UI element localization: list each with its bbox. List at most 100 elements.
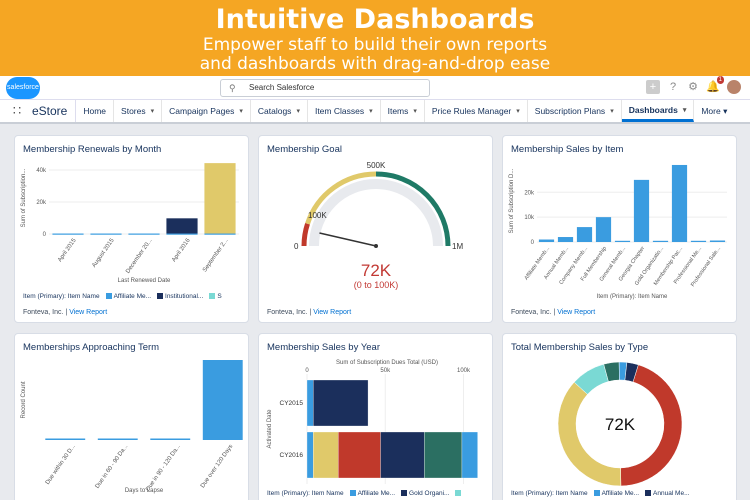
- gauge-min-label: 0: [294, 242, 299, 251]
- help-icon[interactable]: ?: [669, 81, 677, 93]
- banner-subtitle-line2: and dashboards with drag-and-drop ease: [199, 54, 551, 74]
- nav-item-label: Campaign Pages: [169, 106, 235, 116]
- bell-icon[interactable]: 🔔 1: [706, 76, 724, 93]
- nav-item-items[interactable]: Items ▾: [381, 100, 425, 122]
- bar: [150, 438, 191, 440]
- y-tick-label: 40k: [36, 168, 47, 174]
- y-axis-label: Activated Date: [267, 409, 273, 449]
- sales-by-year-chart: Sum of Subscription Dues Total (USD) 0 50k…: [267, 360, 478, 484]
- y-tick-label: 0: [43, 232, 47, 238]
- nav-more-button[interactable]: More ▾: [701, 105, 728, 116]
- x-axis-label: Last Renewed Date: [118, 278, 171, 284]
- x-tick-label: Due in 90 - 120 Da...: [145, 443, 182, 492]
- nav-item-item-classes[interactable]: Item Classes ▾: [308, 100, 381, 122]
- bar-segment: [424, 431, 463, 479]
- donut-center-value: 72K: [605, 415, 636, 434]
- nav-item-campaign-pages[interactable]: Campaign Pages ▾: [162, 100, 251, 122]
- nav-item-dashboards[interactable]: Dashboards ▾: [621, 100, 695, 122]
- nav-item-stores[interactable]: Stores ▾: [114, 100, 163, 122]
- bar: [204, 163, 236, 234]
- gear-icon[interactable]: ⚙: [688, 81, 698, 93]
- view-report-link[interactable]: View Report: [69, 309, 108, 316]
- bar: [538, 239, 555, 242]
- x-tick-label: August 2015: [91, 237, 116, 269]
- chevron-down-icon[interactable]: ▾: [413, 108, 417, 115]
- y-axis-label: Sum of Subscription D...: [509, 168, 515, 233]
- chevron-down-icon[interactable]: ▾: [682, 106, 687, 114]
- sales-by-item-chart: Sum of Subscription D...010k20kAffiliate…: [509, 164, 727, 300]
- bar: [45, 438, 86, 440]
- nav-item-label: Catalogs: [257, 106, 292, 116]
- card-title: Membership Goal: [267, 144, 342, 155]
- gauge-tick-label: 500K: [367, 161, 386, 170]
- nav-item-label: Stores: [121, 106, 146, 116]
- bar: [166, 218, 198, 234]
- app-launcher-icon[interactable]: ∷: [12, 103, 22, 118]
- bar: [202, 360, 243, 440]
- header-actions: + ? ⚙ 🔔 1: [646, 76, 742, 95]
- search-placeholder: Search Salesforce: [249, 83, 315, 92]
- nav-item-home[interactable]: Home: [76, 100, 115, 122]
- y-tick-label: 0: [531, 240, 535, 246]
- legend-item[interactable]: Annual Me...: [645, 490, 690, 497]
- legend-item[interactable]: Institutional...: [157, 293, 203, 300]
- sales-by-type-donut: 72K: [557, 361, 683, 487]
- chevron-down-icon[interactable]: ▾: [610, 108, 614, 115]
- y-tick-label: CY2015: [280, 400, 304, 407]
- card-title: Membership Renewals by Month: [23, 144, 162, 155]
- bar-segment: [380, 431, 425, 479]
- card-membership-renewals: Membership Renewals by Month Sum of Subs…: [14, 135, 249, 323]
- legend-item[interactable]: S: [209, 293, 222, 300]
- gauge-track: [309, 179, 443, 247]
- add-icon[interactable]: +: [646, 80, 660, 94]
- nav-item-price-rules-manager[interactable]: Price Rules Manager ▾: [425, 100, 528, 122]
- legend-item[interactable]: Affiliate Me...: [105, 293, 151, 300]
- legend-item[interactable]: Affiliate Me...: [349, 490, 395, 497]
- x-tick-label: April 2016: [171, 237, 192, 263]
- x-tick-label: 0: [305, 368, 309, 374]
- nav-item-subscription-plans[interactable]: Subscription Plans ▾: [528, 100, 622, 122]
- chevron-down-icon[interactable]: ▾: [239, 108, 243, 115]
- chevron-down-icon[interactable]: ▾: [296, 108, 300, 115]
- footer-company: Fonteva, Inc.: [23, 309, 64, 316]
- view-report-link[interactable]: View Report: [313, 309, 352, 316]
- card-footer: Fonteva, Inc. | View Report: [23, 309, 108, 316]
- salesforce-logo[interactable]: salesforce: [6, 77, 40, 99]
- x-tick-label: 100k: [457, 368, 471, 374]
- search-input[interactable]: ⚲ Search Salesforce: [220, 79, 430, 97]
- card-title: Total Membership Sales by Type: [511, 342, 649, 353]
- legend-item[interactable]: Gold Organi...: [401, 490, 449, 497]
- bar: [671, 164, 688, 242]
- x-axis-label: Days to Lapse: [125, 488, 164, 494]
- chevron-down-icon[interactable]: ▾: [369, 108, 373, 115]
- chevron-down-icon[interactable]: ▾: [516, 108, 520, 115]
- gauge-segment: [301, 222, 310, 247]
- avatar[interactable]: [726, 79, 742, 95]
- bar-segment: [313, 379, 369, 427]
- bar: [557, 237, 574, 242]
- footer-company: Fonteva, Inc.: [267, 309, 308, 316]
- app-name: eStore: [28, 100, 77, 122]
- chart-legend: Item (Primary): Item Name Affiliate Me..…: [23, 293, 222, 300]
- nav-item-catalogs[interactable]: Catalogs ▾: [251, 100, 308, 122]
- chart-legend: Item (Primary): Item Name Affiliate Me..…: [267, 490, 463, 497]
- card-footer: Fonteva, Inc. | View Report: [267, 309, 352, 316]
- card-footer: Fonteva, Inc. | View Report: [511, 309, 596, 316]
- bar-segment: [313, 431, 339, 479]
- notification-badge: 1: [716, 76, 724, 84]
- legend-item[interactable]: [455, 490, 463, 497]
- renewals-chart: Sum of Subscription... 0 20k 40k April 2015 A…: [21, 163, 239, 284]
- view-report-link[interactable]: View Report: [557, 309, 596, 316]
- promo-banner: Intuitive Dashboards Empower staff to bu…: [0, 0, 750, 76]
- gauge-tick-label: 100K: [308, 211, 327, 220]
- x-tick-label: Due over 120 Days: [200, 444, 234, 490]
- x-tick-label: 50k: [380, 368, 391, 374]
- x-tick-label: Due in 60 - 90 Da...: [95, 443, 130, 489]
- legend-item[interactable]: Affiliate Me...: [593, 490, 639, 497]
- bar: [52, 233, 84, 235]
- gauge-range: (0 to 100K): [354, 280, 399, 290]
- chevron-down-icon[interactable]: ▾: [150, 108, 155, 115]
- legend-field: Item (Primary): Item Name: [511, 490, 588, 497]
- search-icon: ⚲: [229, 83, 236, 93]
- bar: [166, 233, 198, 235]
